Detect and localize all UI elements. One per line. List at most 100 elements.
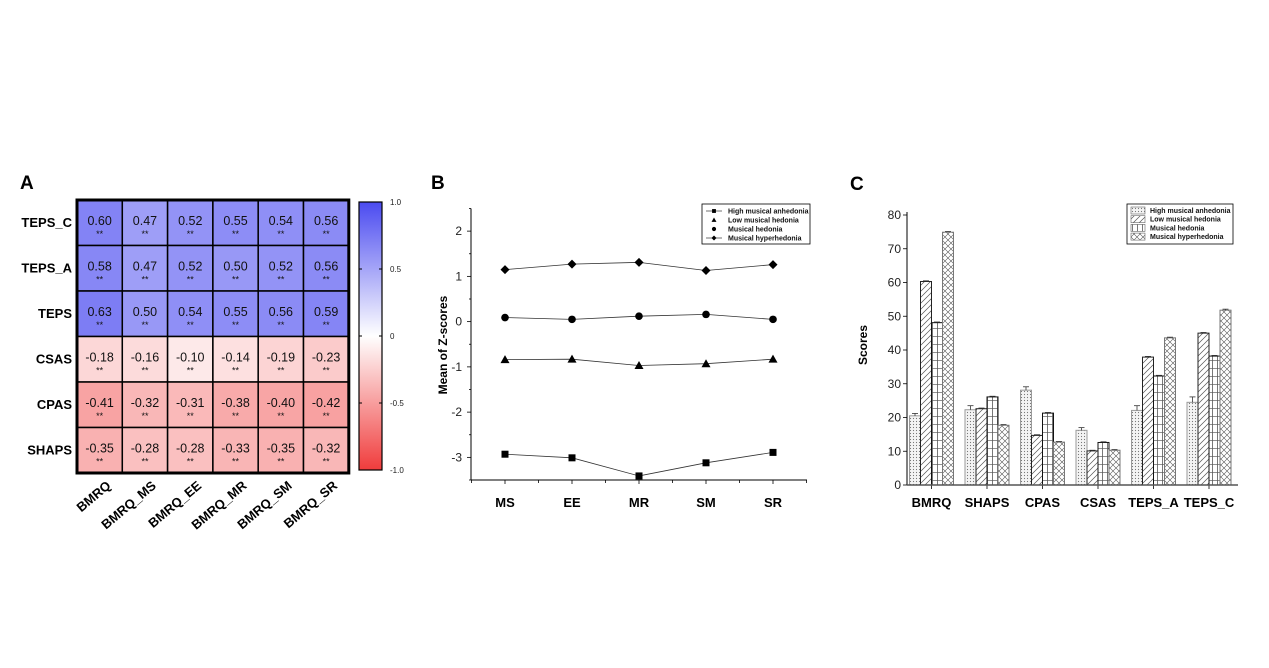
marker-square: [501, 450, 509, 458]
bar: [1075, 429, 1088, 486]
colorbar-tick-label: -0.5: [390, 399, 404, 408]
series-line: [504, 452, 774, 477]
heatmap-cell-value: 0.54: [178, 305, 202, 319]
legend-label: Musical hyperhedonia: [1150, 234, 1224, 241]
y-tick-label: 40: [888, 343, 902, 357]
bar-group: [1075, 427, 1121, 486]
marker-diamond: [634, 257, 644, 267]
x-tick-label: SHAPS: [965, 495, 1010, 510]
heatmap-cell-value: -0.32: [131, 396, 160, 410]
heatmap-cell-significance: **: [96, 229, 104, 239]
legend-label: Low musical hedonia: [728, 218, 799, 225]
line-chart: 2 1 0 -1 -2 -3 MS EE MR SM SR Mean of Z-scores High …: [436, 203, 811, 510]
heatmap-cell-value: 0.60: [87, 214, 111, 228]
line-series: [500, 354, 778, 370]
y-tick-label: 0: [455, 315, 462, 329]
legend-swatch: [1130, 206, 1146, 215]
x-tick-label: TEPS_C: [1184, 495, 1235, 510]
legend-swatch: [1130, 215, 1146, 223]
colorbar-tick-label: 0.5: [390, 265, 402, 274]
heatmap-cell: [257, 335, 305, 383]
marker-circle: [568, 315, 576, 324]
x-tick-label: MS: [495, 495, 515, 510]
heatmap-cell: [121, 290, 169, 338]
heatmap-cell-significance: **: [277, 411, 285, 421]
heatmap-cell: [212, 244, 259, 292]
heatmap-cell: [76, 426, 124, 474]
heatmap-cell-significance: **: [96, 411, 104, 421]
heatmap-cell: [212, 335, 259, 383]
heatmap-cell-value: -0.35: [85, 441, 114, 455]
line-series: [501, 448, 777, 480]
bar: [909, 415, 921, 486]
bar: [997, 424, 1010, 486]
bar: [1020, 389, 1032, 486]
heatmap-cell-value: 0.55: [223, 305, 247, 319]
marker-diamond: [701, 265, 711, 275]
marker-circle: [501, 313, 509, 322]
y-tick-label: -2: [451, 405, 462, 419]
bar: [986, 396, 999, 486]
heatmap-cell-value: -0.41: [85, 396, 114, 410]
heatmap-cell-value: 0.50: [133, 305, 157, 319]
x-tick-label: BMRQ: [912, 495, 952, 510]
heatmap-cell-value: 0.50: [223, 259, 247, 273]
bar: [1164, 337, 1176, 486]
legend-label: Musical hedonia: [1150, 225, 1205, 232]
x-tick-label: SM: [696, 495, 716, 510]
heatmap-cell-value: 0.56: [314, 214, 338, 228]
heatmap-cell-significance: **: [187, 365, 195, 375]
y-tick-label: 60: [888, 276, 902, 290]
marker-diamond: [768, 260, 778, 270]
heatmap-cell-significance: **: [96, 320, 104, 330]
y-tick-label: -3: [451, 450, 462, 464]
heatmap-cell-significance: **: [277, 274, 285, 284]
heatmap-column-label: BMRQ: [74, 478, 114, 515]
panel-label-c: C: [850, 174, 864, 195]
line-series: [501, 310, 777, 324]
legend-label: Musical hedonia: [728, 227, 783, 234]
heatmap-row-label: CSAS: [36, 351, 72, 366]
bar: [1053, 441, 1065, 486]
marker-circle: [635, 312, 643, 320]
bar: [942, 231, 954, 486]
marker-triangle: [634, 361, 644, 370]
heatmap-cell-significance: **: [323, 411, 331, 421]
heatmap-cell-significance: **: [323, 320, 331, 330]
heatmap-row-label: TEPS_C: [21, 215, 72, 230]
heatmap-cell-significance: **: [141, 229, 149, 239]
marker-circle: [702, 310, 710, 319]
colorbar-tick-label: -1.0: [390, 466, 404, 475]
heatmap-cell-significance: **: [187, 320, 195, 330]
y-tick-label: 0: [894, 478, 901, 492]
marker-circle: [711, 226, 717, 232]
legend-swatch: [1130, 224, 1146, 232]
heatmap-cell-value: -0.16: [131, 350, 160, 364]
x-tick-label: SR: [764, 495, 783, 510]
heatmap-cell: [302, 426, 350, 474]
y-tick-label: 50: [888, 309, 902, 323]
heatmap-row-label: TEPS_A: [21, 260, 72, 275]
heatmap-cell-value: 0.47: [133, 214, 157, 228]
legend-label: Musical hyperhedonia: [728, 236, 802, 243]
panel-label-b: B: [431, 173, 445, 194]
heatmap-cell-value: -0.28: [131, 441, 160, 455]
heatmap-cell: [76, 335, 124, 383]
bar: [1153, 375, 1165, 486]
bar: [1042, 412, 1054, 486]
y-tick-label: 2: [455, 224, 462, 238]
heatmap-cell-value: -0.38: [221, 396, 250, 410]
heatmap-cell: [257, 381, 305, 429]
bar: [931, 322, 943, 486]
y-tick-label: 20: [888, 411, 902, 425]
bar-chart: BMRQ SHAPS CPAS CSAS TEPS_A TEPS_C 0 10 20 30 40 50…: [856, 203, 1238, 510]
marker-square: [769, 448, 777, 456]
heatmap-cell: [302, 199, 350, 247]
bar: [920, 280, 932, 486]
heatmap-row-label: TEPS: [38, 306, 72, 321]
heatmap-cell-value: 0.63: [87, 305, 111, 319]
heatmap-cell-value: -0.18: [85, 350, 114, 364]
heatmap-cell-value: -0.40: [267, 396, 296, 410]
y-tick-label: 10: [888, 444, 902, 458]
